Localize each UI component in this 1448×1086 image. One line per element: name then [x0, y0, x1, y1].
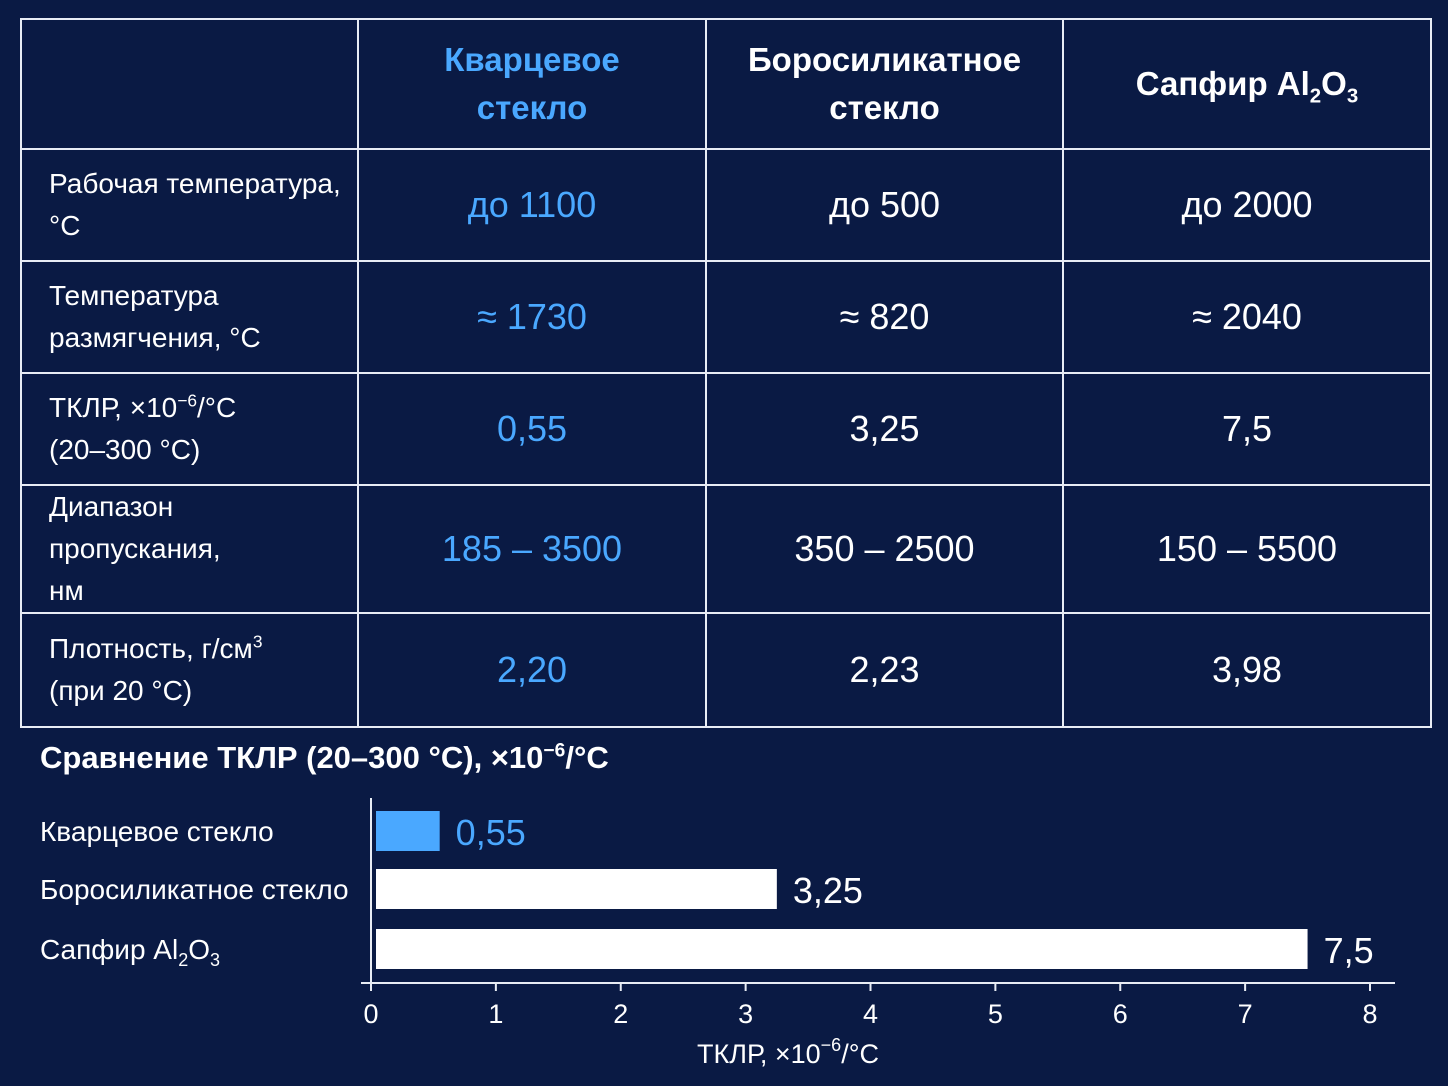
header-borosilicate-line2: стекло: [829, 89, 940, 126]
x-tick-label: 8: [1362, 999, 1377, 1029]
bar-value-label: 3,25: [793, 870, 863, 911]
row-label-line2: нм: [49, 575, 84, 606]
x-axis-title: ТКЛР, ×10−6/°C: [697, 1035, 879, 1069]
x-tick-label: 3: [738, 999, 753, 1029]
x-tick-label: 2: [613, 999, 628, 1029]
cell-value: 3,25: [705, 372, 1064, 486]
x-tick-label: 6: [1113, 999, 1128, 1029]
header-sapphire: Сапфир Al2O3: [1062, 18, 1432, 150]
category-label-main: Кварцевое стекло: [40, 816, 274, 847]
cell-value: ≈ 2040: [1062, 260, 1432, 374]
header-quartz-line1: Кварцевое: [444, 41, 620, 78]
category-label: Кварцевое стекло: [40, 816, 274, 847]
header-borosilicate: Боросиликатное стекло: [705, 18, 1064, 150]
table-row: Плотность, г/см3 (при 20 °C) 2,20 2,23 3…: [20, 612, 1432, 728]
x-tick-label: 7: [1238, 999, 1253, 1029]
row-label-line1: Рабочая температура,: [49, 168, 341, 199]
category-label: Сапфир Al2O3: [40, 934, 220, 970]
category-label-sub: 3: [210, 950, 220, 970]
x-tick-label: 0: [363, 999, 378, 1029]
x-tick-label: 4: [863, 999, 878, 1029]
cell-value: 2,23: [705, 612, 1064, 728]
header-sapphire-sub2: 3: [1346, 84, 1359, 108]
row-label-transmission: Диапазон пропускания, нм: [20, 484, 359, 614]
cell-value: ≈ 1730: [357, 260, 707, 374]
row-label-line1-sup: −6: [177, 390, 198, 411]
header-quartz: Кварцевое стекло: [357, 18, 707, 150]
header-borosilicate-line1: Боросиликатное: [747, 41, 1022, 78]
row-label-line1: Диапазон пропускания,: [49, 491, 221, 564]
x-tick-label: 5: [988, 999, 1003, 1029]
row-label-line2: (при 20 °C): [49, 675, 193, 706]
row-label-line1-main: Плотность, г/см: [49, 633, 253, 664]
header-sapphire-main: Сапфир Al: [1135, 65, 1310, 102]
table-row: Рабочая температура, °C до 1100 до 500 д…: [20, 148, 1432, 262]
x-axis-title-sup: −6: [821, 1035, 842, 1055]
row-label-line2: размягчения, °C: [49, 322, 261, 353]
category-label-sub: 2: [178, 950, 188, 970]
x-tick-label: 1: [488, 999, 503, 1029]
x-axis-title-tail: /°C: [841, 1039, 879, 1069]
bar-value-label: 7,5: [1324, 930, 1374, 971]
row-label-working-temp: Рабочая температура, °C: [20, 148, 359, 262]
x-axis-title-main: ТКЛР, ×10: [697, 1039, 821, 1069]
cell-value: до 1100: [357, 148, 707, 262]
header-sapphire-mid: O: [1321, 65, 1347, 102]
cell-value: 185 – 3500: [357, 484, 707, 614]
cell-value: до 500: [705, 148, 1064, 262]
category-label-main: Сапфир Al: [40, 934, 178, 965]
row-label-line1-sup: 3: [252, 631, 263, 652]
row-label-line1-main: ТКЛР, ×10: [49, 392, 178, 423]
category-label: Боросиликатное стекло: [40, 874, 349, 905]
category-label-main: Боросиликатное стекло: [40, 874, 349, 905]
cell-value: 0,55: [357, 372, 707, 486]
bar: [376, 869, 777, 909]
row-label-density: Плотность, г/см3 (при 20 °C): [20, 612, 359, 728]
chart-title: Сравнение ТКЛР (20–300 °C), ×10−6/°C: [40, 740, 609, 776]
row-label-line1-tail: /°C: [197, 392, 237, 423]
cell-value: 3,98: [1062, 612, 1432, 728]
category-label-mid: O: [188, 934, 210, 965]
properties-table: Кварцевое стекло Боросиликатное стекло С…: [20, 18, 1432, 728]
bar: [376, 811, 440, 851]
bar-value-label: 0,55: [456, 812, 526, 853]
cte-bar-chart: 0 1 2 3 4 5 6 7 8 Кварцевое стекло 0,55 Боросиликат…: [40, 798, 1395, 1069]
row-label-softening-temp: Температура размягчения, °C: [20, 260, 359, 374]
cell-value: 150 – 5500: [1062, 484, 1432, 614]
header-quartz-line2: стекло: [476, 89, 588, 126]
chart-title-main: Сравнение ТКЛР (20–300 °C), ×10: [40, 740, 544, 775]
table-row: Диапазон пропускания, нм 185 – 3500 350 …: [20, 484, 1432, 614]
chart-title-sup: −6: [543, 740, 566, 762]
cell-value: 350 – 2500: [705, 484, 1064, 614]
header-empty-cell: [20, 18, 359, 150]
cell-value: до 2000: [1062, 148, 1432, 262]
cell-value: 7,5: [1062, 372, 1432, 486]
table-row: Температура размягчения, °C ≈ 1730 ≈ 820…: [20, 260, 1432, 374]
header-sapphire-sub1: 2: [1309, 84, 1322, 108]
row-label-line1: Температура: [49, 280, 219, 311]
table-row: ТКЛР, ×10−6/°C (20–300 °C) 0,55 3,25 7,5: [20, 372, 1432, 486]
table-header-row: Кварцевое стекло Боросиликатное стекло С…: [20, 18, 1432, 150]
cell-value: 2,20: [357, 612, 707, 728]
row-label-cte: ТКЛР, ×10−6/°C (20–300 °C): [20, 372, 359, 486]
cell-value: ≈ 820: [705, 260, 1064, 374]
row-label-line2: °C: [49, 210, 81, 241]
chart-title-tail: /°C: [565, 740, 609, 775]
row-label-line2: (20–300 °C): [49, 434, 201, 465]
bar: [376, 929, 1308, 969]
